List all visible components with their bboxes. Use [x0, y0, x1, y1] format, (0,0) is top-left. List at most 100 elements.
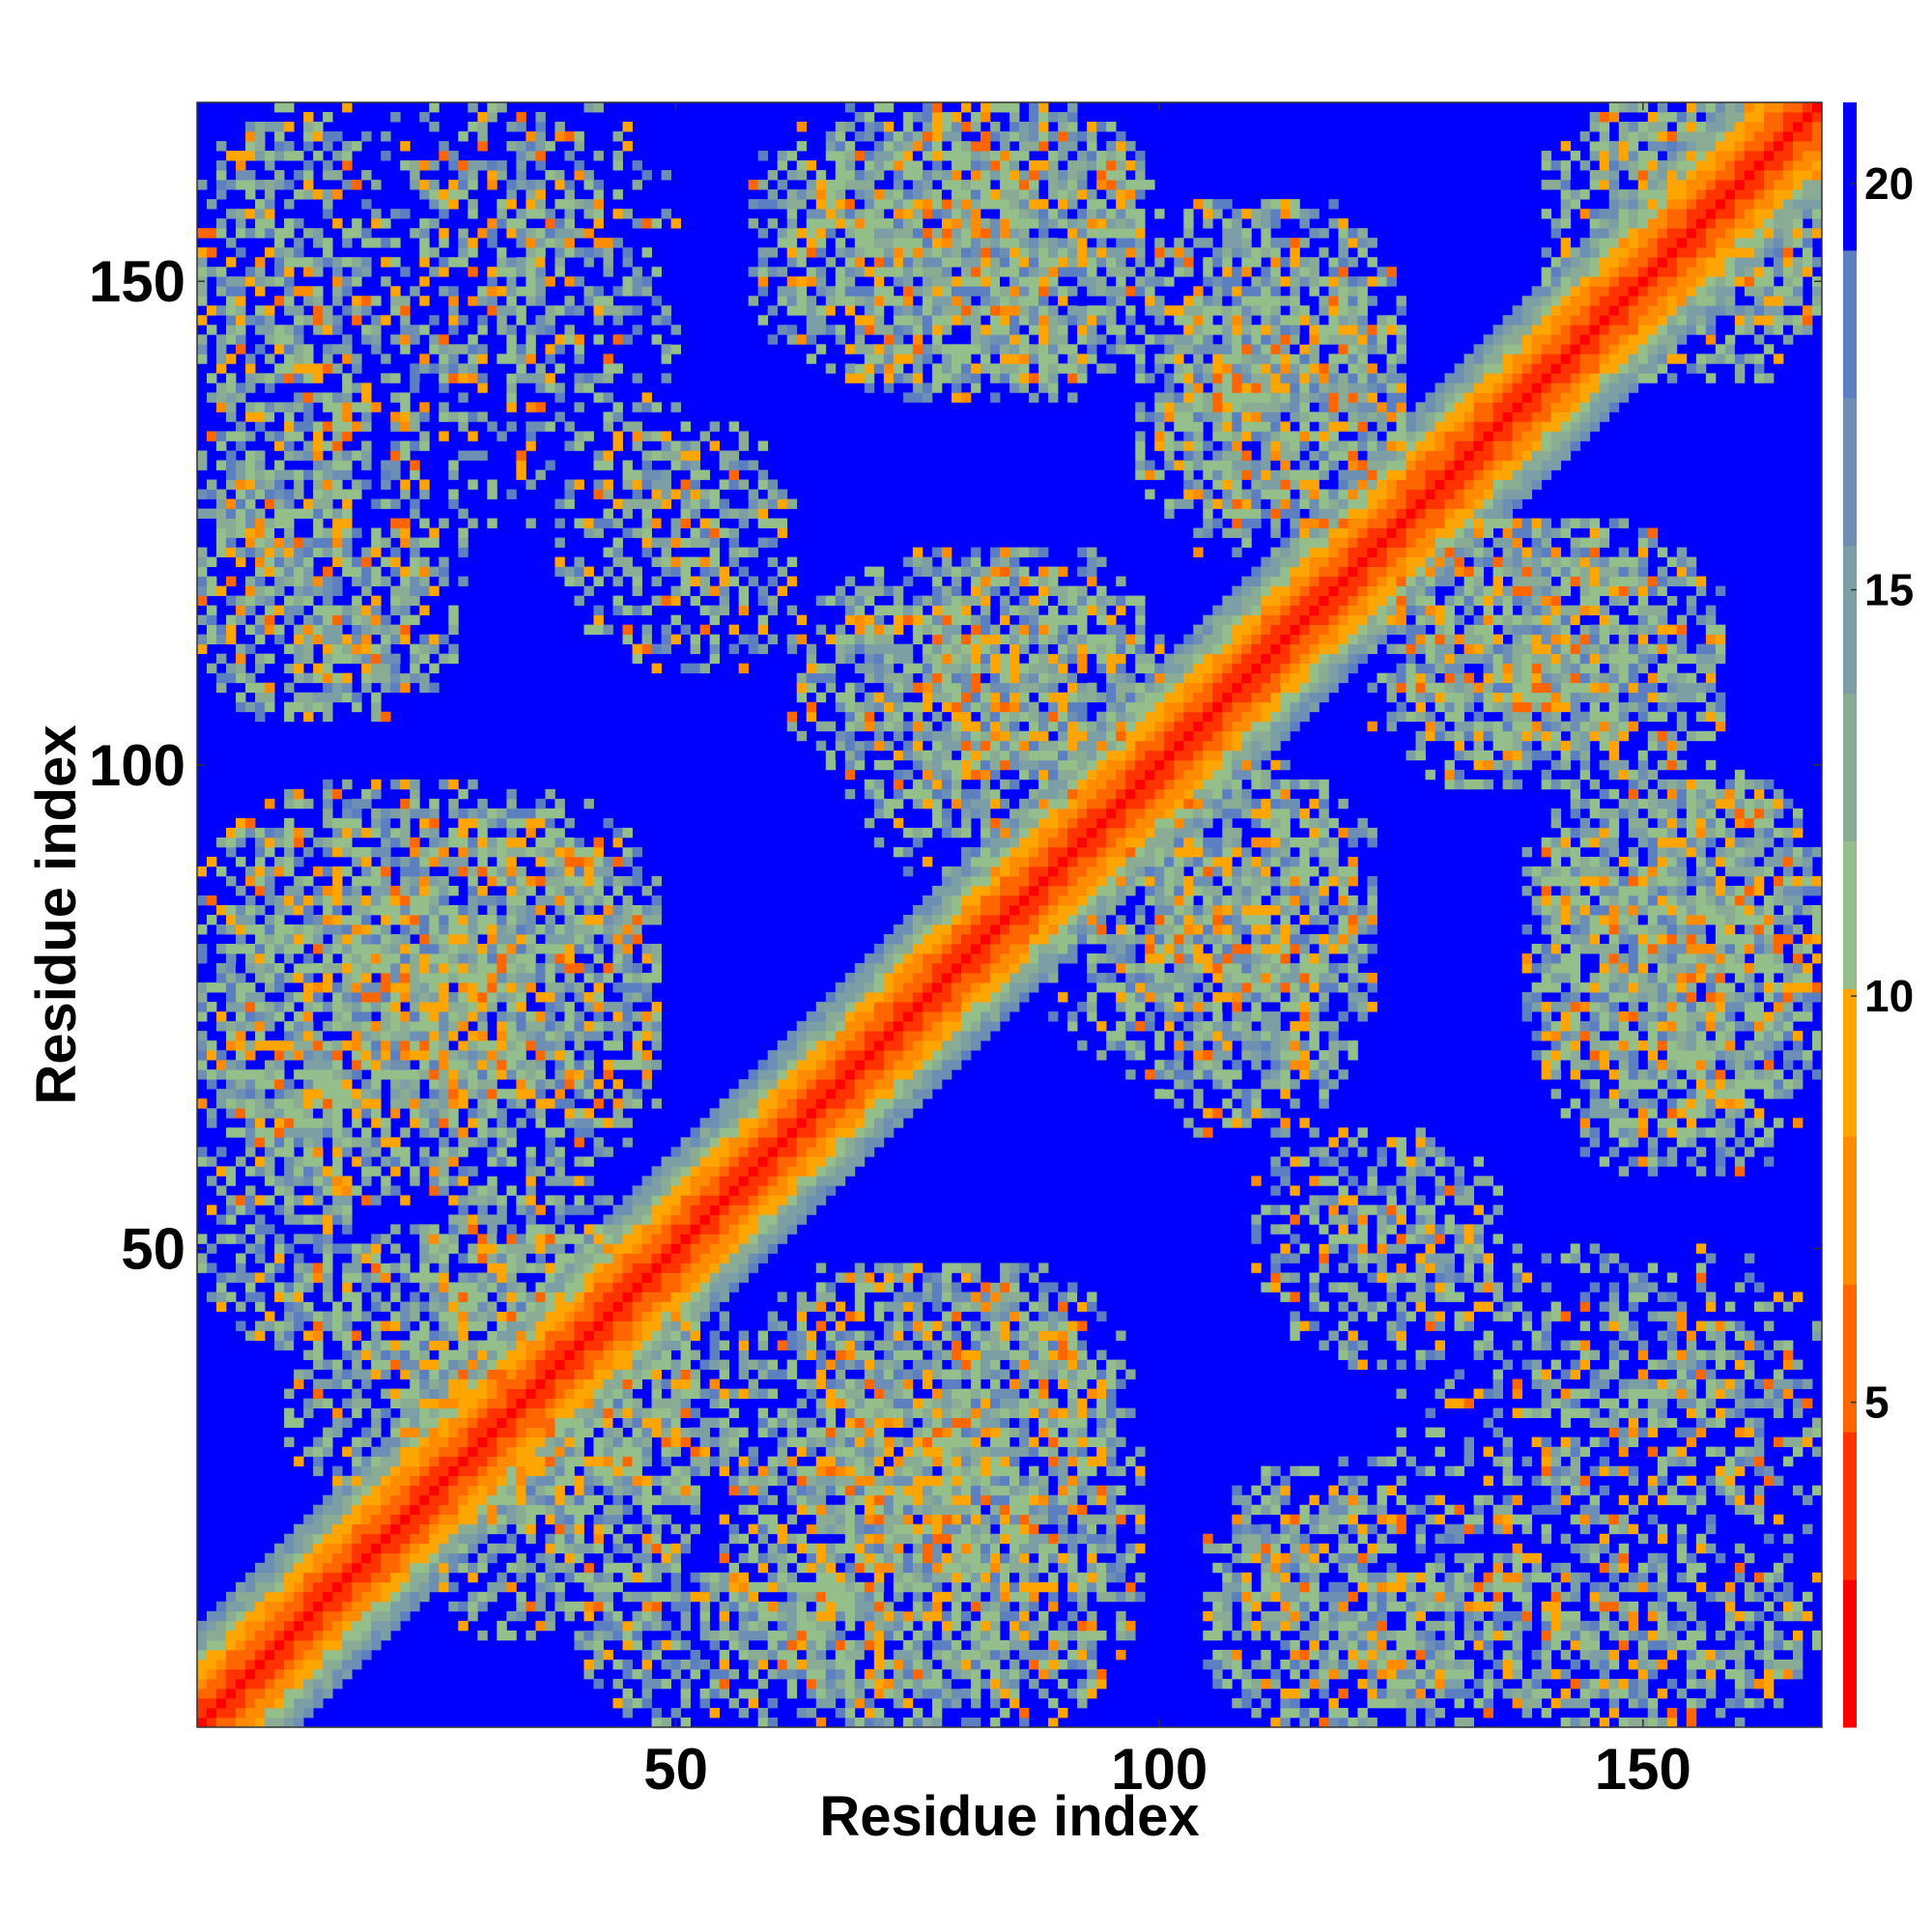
heatmap-cell	[690, 440, 701, 451]
heatmap-cell	[342, 1282, 353, 1293]
heatmap-cell	[245, 1610, 256, 1622]
heatmap-cell	[497, 305, 507, 316]
heatmap-cell	[651, 1533, 662, 1545]
heatmap-cell	[574, 1330, 584, 1341]
heatmap-cell	[303, 1591, 314, 1603]
heatmap-cell	[294, 421, 304, 432]
heatmap-cell	[574, 963, 584, 974]
heatmap-cell	[236, 614, 246, 626]
heatmap-cell	[332, 1417, 343, 1429]
heatmap-cell	[236, 827, 246, 838]
heatmap-cell	[371, 315, 382, 326]
heatmap-cell	[361, 1649, 372, 1661]
heatmap-cell	[477, 1292, 488, 1302]
heatmap-cell	[390, 904, 401, 916]
heatmap-cell	[313, 373, 324, 384]
heatmap-cell	[381, 1581, 391, 1593]
heatmap-cell	[216, 982, 227, 993]
heatmap-cell	[497, 904, 507, 916]
heatmap-cell	[255, 1601, 266, 1612]
heatmap-cell	[448, 1292, 459, 1302]
heatmap-cell	[371, 1021, 382, 1032]
heatmap-cell	[439, 885, 449, 896]
heatmap-cell	[545, 817, 555, 829]
heatmap-cell	[332, 692, 343, 703]
heatmap-cell	[506, 1514, 517, 1525]
heatmap-cell	[323, 1040, 333, 1051]
heatmap-cell	[661, 1350, 671, 1360]
heatmap-cell	[458, 1552, 469, 1564]
heatmap-cell	[603, 1321, 613, 1331]
heatmap-cell	[661, 566, 671, 577]
heatmap-cell	[680, 1688, 692, 1699]
heatmap-cell	[526, 1533, 536, 1545]
heatmap-cell	[477, 315, 488, 326]
heatmap-cell	[255, 257, 266, 268]
heatmap-cell	[332, 1002, 343, 1012]
heatmap-cell	[439, 924, 449, 935]
heatmap-cell	[516, 895, 526, 906]
heatmap-cell	[506, 1378, 517, 1389]
heatmap-cell	[593, 614, 604, 626]
heatmap-cell	[468, 1504, 478, 1516]
heatmap-cell	[564, 180, 575, 190]
heatmap-cell	[641, 1369, 652, 1379]
heatmap-cell	[439, 363, 449, 374]
heatmap-cell	[303, 1272, 314, 1283]
heatmap-cell	[477, 325, 488, 335]
heatmap-cell	[284, 1543, 295, 1554]
heatmap-cell	[632, 1407, 642, 1419]
heatmap-cell	[497, 1427, 507, 1438]
heatmap-cell	[226, 469, 237, 480]
heatmap-cell	[506, 1243, 517, 1254]
heatmap-cell	[265, 692, 275, 703]
heatmap-cell	[332, 315, 343, 326]
heatmap-cell	[284, 267, 295, 277]
heatmap-cell	[274, 276, 285, 287]
heatmap-cell	[274, 1717, 285, 1728]
heatmap-cell	[216, 363, 227, 374]
heatmap-cell	[651, 1011, 662, 1022]
heatmap-cell	[265, 1601, 275, 1612]
heatmap-cell	[332, 479, 343, 490]
heatmap-cell	[352, 1475, 362, 1487]
heatmap-cell	[381, 963, 391, 974]
heatmap-cell	[371, 779, 382, 790]
heatmap-cell	[497, 1340, 507, 1350]
heatmap-cell	[506, 1089, 517, 1099]
heatmap-cell	[535, 286, 546, 297]
heatmap-cell	[207, 1176, 217, 1186]
heatmap-cell	[448, 1475, 459, 1487]
heatmap-cell	[680, 1417, 692, 1429]
heatmap-cell	[670, 1301, 681, 1312]
heatmap-cell	[439, 846, 449, 858]
heatmap-cell	[487, 1475, 497, 1487]
heatmap-cell	[342, 1127, 353, 1138]
heatmap-cell	[294, 1311, 304, 1321]
heatmap-cell	[622, 247, 633, 258]
heatmap-cell	[699, 489, 711, 499]
heatmap-cell	[332, 1108, 343, 1119]
heatmap-cell	[419, 1485, 430, 1496]
heatmap-cell	[497, 1205, 507, 1215]
heatmap-cell	[284, 566, 295, 577]
heatmap-cell	[545, 885, 555, 896]
heatmap-cell	[419, 895, 430, 906]
heatmap-cell	[516, 1301, 526, 1312]
heatmap-cell	[622, 953, 633, 964]
heatmap-cell	[516, 1407, 526, 1419]
heatmap-cell	[612, 1272, 623, 1283]
heatmap-cell	[381, 1340, 391, 1350]
heatmap-cell	[410, 1369, 420, 1379]
heatmap-cell	[468, 944, 478, 954]
heatmap-cell	[632, 585, 642, 597]
heatmap-cell	[294, 944, 304, 954]
heatmap-cell	[216, 1601, 227, 1612]
heatmap-cell	[709, 1292, 721, 1302]
heatmap-cell	[439, 344, 449, 355]
heatmap-cell	[603, 1388, 613, 1399]
heatmap-cell	[361, 1330, 372, 1341]
heatmap-cell	[294, 624, 304, 636]
heatmap-cell	[497, 354, 507, 364]
